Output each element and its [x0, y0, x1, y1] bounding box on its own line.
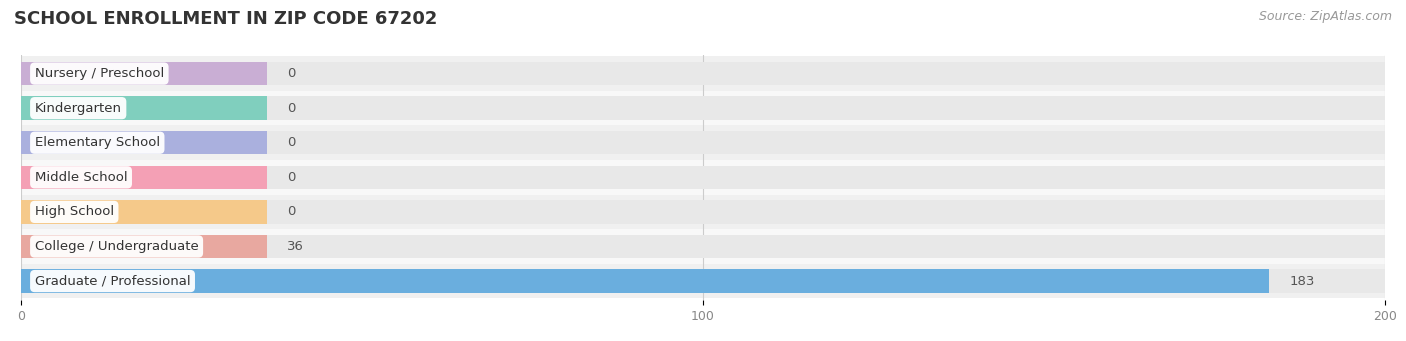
Bar: [21, 97, 1385, 120]
Bar: [21, 269, 1385, 293]
Text: Middle School: Middle School: [35, 171, 128, 184]
Text: 0: 0: [287, 171, 295, 184]
Text: Nursery / Preschool: Nursery / Preschool: [35, 67, 165, 80]
Bar: [21, 200, 1385, 224]
Bar: [21, 160, 1385, 195]
Text: 36: 36: [287, 240, 304, 253]
Text: 0: 0: [287, 136, 295, 149]
Bar: [21, 56, 1385, 91]
Bar: [21, 62, 1385, 85]
Text: Kindergarten: Kindergarten: [35, 102, 122, 115]
Bar: [21, 195, 1385, 229]
Bar: [21, 235, 1385, 258]
Bar: [21, 97, 267, 120]
Text: Elementary School: Elementary School: [35, 136, 160, 149]
Text: High School: High School: [35, 205, 114, 218]
Bar: [21, 229, 1385, 264]
Text: Graduate / Professional: Graduate / Professional: [35, 275, 190, 287]
Bar: [21, 91, 1385, 125]
Text: 0: 0: [287, 67, 295, 80]
Bar: [21, 235, 267, 258]
Bar: [21, 62, 267, 85]
Bar: [21, 125, 1385, 160]
Text: 183: 183: [1289, 275, 1315, 287]
Bar: [21, 269, 1270, 293]
Bar: [21, 166, 267, 189]
Bar: [21, 200, 267, 224]
Text: Source: ZipAtlas.com: Source: ZipAtlas.com: [1258, 10, 1392, 23]
Bar: [21, 131, 1385, 154]
Text: College / Undergraduate: College / Undergraduate: [35, 240, 198, 253]
Bar: [21, 166, 1385, 189]
Text: SCHOOL ENROLLMENT IN ZIP CODE 67202: SCHOOL ENROLLMENT IN ZIP CODE 67202: [14, 10, 437, 28]
Bar: [21, 131, 267, 154]
Text: 0: 0: [287, 102, 295, 115]
Text: 0: 0: [287, 205, 295, 218]
Bar: [21, 264, 1385, 298]
